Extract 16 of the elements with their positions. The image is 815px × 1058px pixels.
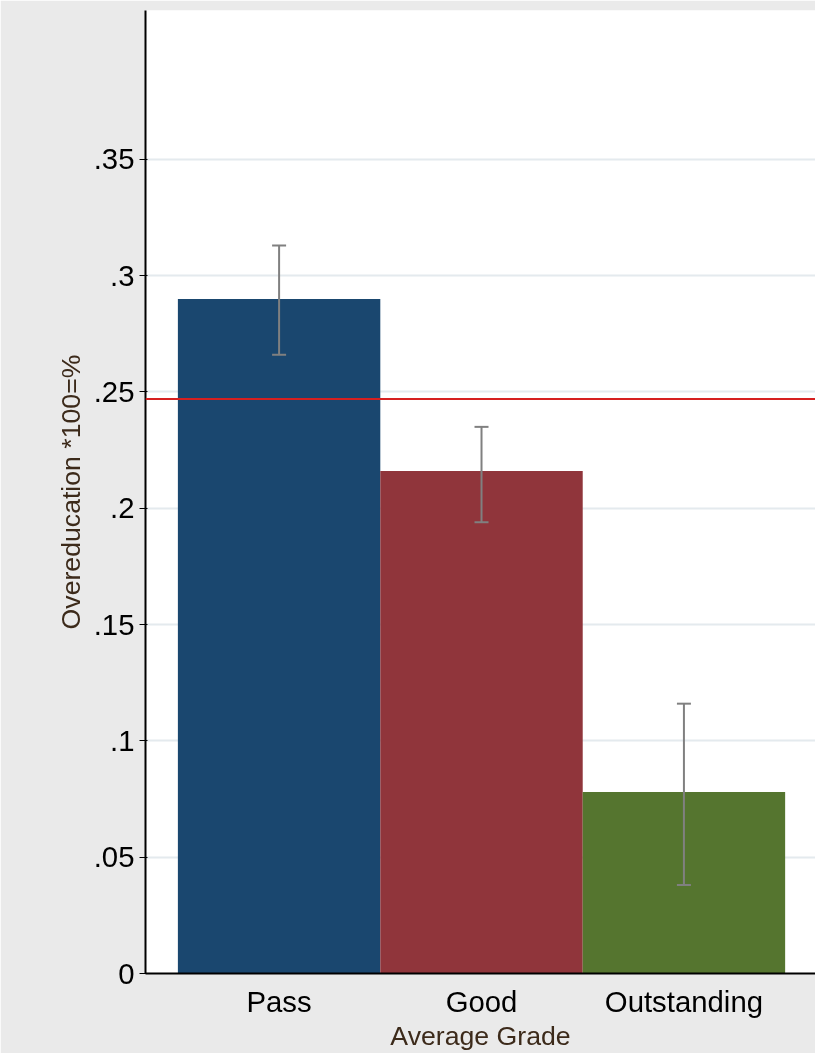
y-tick-label: .05 [93,840,135,874]
y-tick-label: .1 [110,723,135,757]
y-tick-label: .2 [110,491,135,525]
bar [177,298,381,974]
bar [380,471,583,974]
y-tick-label: .3 [110,258,135,292]
x-axis-title: Average Grade [390,1020,571,1051]
bar [582,792,786,974]
y-tick-label: .15 [93,607,135,641]
y-tick-label: 0 [118,956,135,990]
y-tick-label: .35 [93,142,135,176]
x-tick-label: Outstanding [604,984,764,1018]
x-tick-label: Pass [246,984,312,1018]
x-tick-label: Good [445,984,518,1018]
y-tick-label: .25 [93,374,135,408]
y-axis-title: Overeducation *100=% [55,354,86,630]
